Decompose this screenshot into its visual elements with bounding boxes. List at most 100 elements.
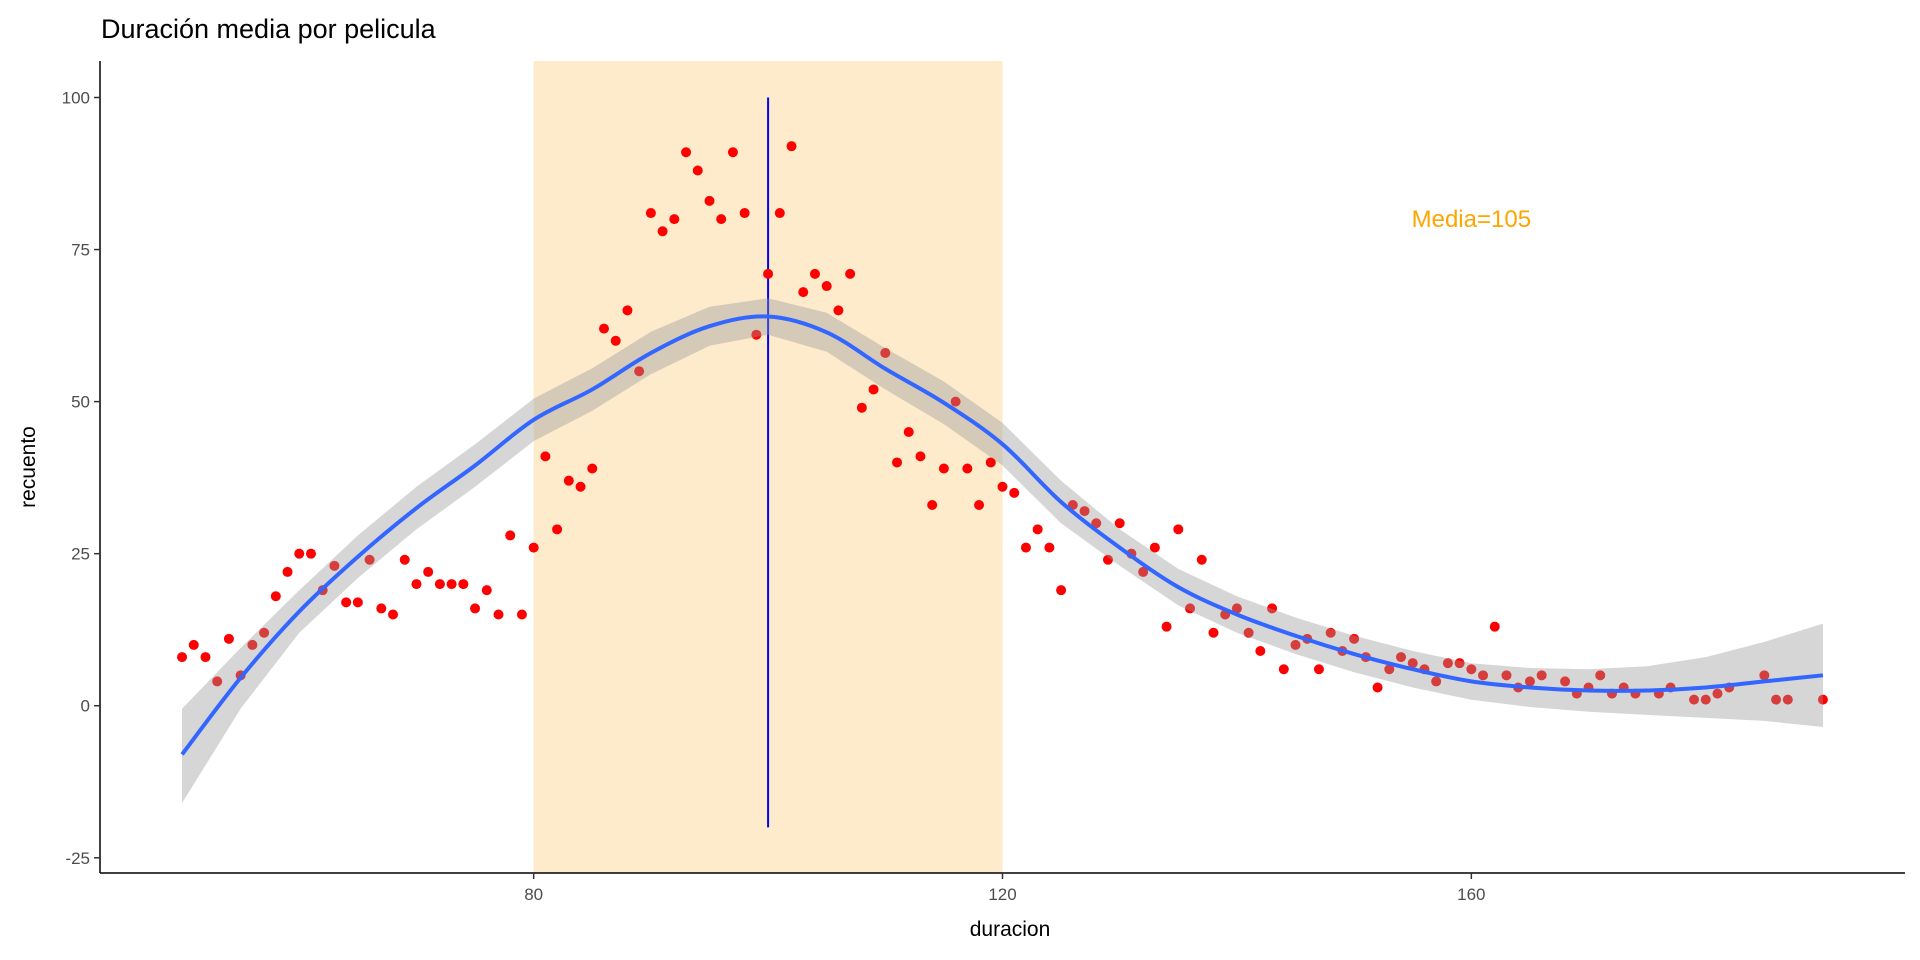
x-tick-label: 80 [524, 885, 543, 904]
data-point [305, 548, 316, 559]
data-point [1032, 524, 1043, 535]
data-point [1185, 603, 1196, 614]
data-point [1325, 627, 1336, 638]
data-point [376, 603, 387, 614]
data-point [470, 603, 481, 614]
data-point [294, 548, 305, 559]
y-tick-label: 75 [71, 241, 90, 260]
data-point [1396, 652, 1407, 663]
data-point [552, 524, 563, 535]
data-point [188, 639, 199, 650]
data-point [423, 566, 434, 577]
data-point [575, 481, 586, 492]
data-point [352, 597, 363, 608]
data-point [692, 165, 703, 176]
data-point [751, 329, 762, 340]
data-point [856, 402, 867, 413]
data-point [1817, 694, 1828, 705]
y-tick-label: 0 [81, 697, 90, 716]
data-point [1407, 658, 1418, 669]
data-point [950, 396, 961, 407]
chart-title: Duración media por pelicula [101, 14, 436, 44]
data-point [868, 384, 879, 395]
data-point [329, 560, 340, 571]
data-point [681, 147, 692, 158]
data-point [1196, 554, 1207, 565]
data-point [1689, 694, 1700, 705]
data-point [1466, 664, 1477, 675]
data-point [1056, 585, 1067, 596]
data-point [598, 323, 609, 334]
data-point [1384, 664, 1395, 675]
data-point [786, 141, 797, 152]
data-point [1489, 621, 1500, 632]
data-point [1478, 670, 1489, 681]
data-point [1149, 542, 1160, 553]
data-point [1782, 694, 1793, 705]
confidence-ribbon-layer [182, 298, 1823, 804]
data-point [458, 579, 469, 590]
data-point [610, 335, 621, 346]
smooth-line-layer [180, 314, 1824, 756]
data-point [1536, 670, 1547, 681]
data-point [997, 481, 1008, 492]
data-point [223, 633, 234, 644]
data-point [1290, 639, 1301, 650]
annotation-layer: Media=105 [1412, 206, 1531, 233]
y-axis-title: recuento [17, 426, 40, 508]
y-tick-label: 50 [71, 393, 90, 412]
data-point [704, 195, 715, 206]
data-point [927, 500, 938, 511]
data-point [1278, 664, 1289, 675]
data-point [481, 585, 492, 596]
data-point [1501, 670, 1512, 681]
data-point [399, 554, 410, 565]
data-point [1243, 627, 1254, 638]
data-point [716, 214, 727, 225]
data-point [622, 305, 633, 316]
data-point [1138, 566, 1149, 577]
data-point [880, 347, 891, 358]
data-point [1114, 518, 1125, 529]
data-point [341, 597, 352, 608]
data-point [1231, 603, 1242, 614]
y-tick-label: -25 [65, 849, 90, 868]
data-point [645, 208, 656, 219]
data-point [809, 268, 820, 279]
data-point [985, 457, 996, 468]
data-point [845, 268, 856, 279]
axes-layer: 80 120 160 -25 0 25 50 75 100 [62, 61, 1905, 904]
data-point [364, 554, 375, 565]
data-point [563, 475, 574, 486]
data-point [1560, 676, 1571, 687]
data-point [938, 463, 949, 474]
x-tick-label: 160 [1457, 885, 1485, 904]
data-point [763, 268, 774, 279]
data-point [833, 305, 844, 316]
data-point [587, 463, 598, 474]
data-point [1771, 694, 1782, 705]
data-point [657, 226, 668, 237]
smooth-line [180, 314, 1824, 756]
data-point [974, 500, 985, 511]
data-point [1595, 670, 1606, 681]
data-point [540, 451, 551, 462]
data-point [1759, 670, 1770, 681]
data-point [493, 609, 504, 620]
data-point [1349, 633, 1360, 644]
data-point [1255, 645, 1266, 656]
data-point [212, 676, 223, 687]
data-point [516, 609, 527, 620]
data-point [388, 609, 399, 620]
x-axis-title: duracion [969, 918, 1051, 941]
y-tick-label: 25 [71, 545, 90, 564]
data-point [1442, 658, 1453, 669]
data-point [798, 287, 809, 298]
data-point [915, 451, 926, 462]
mean-annotation: Media=105 [1412, 206, 1531, 233]
data-point [259, 627, 270, 638]
data-point [1102, 554, 1113, 565]
data-point [1091, 518, 1102, 529]
data-point [1712, 688, 1723, 699]
